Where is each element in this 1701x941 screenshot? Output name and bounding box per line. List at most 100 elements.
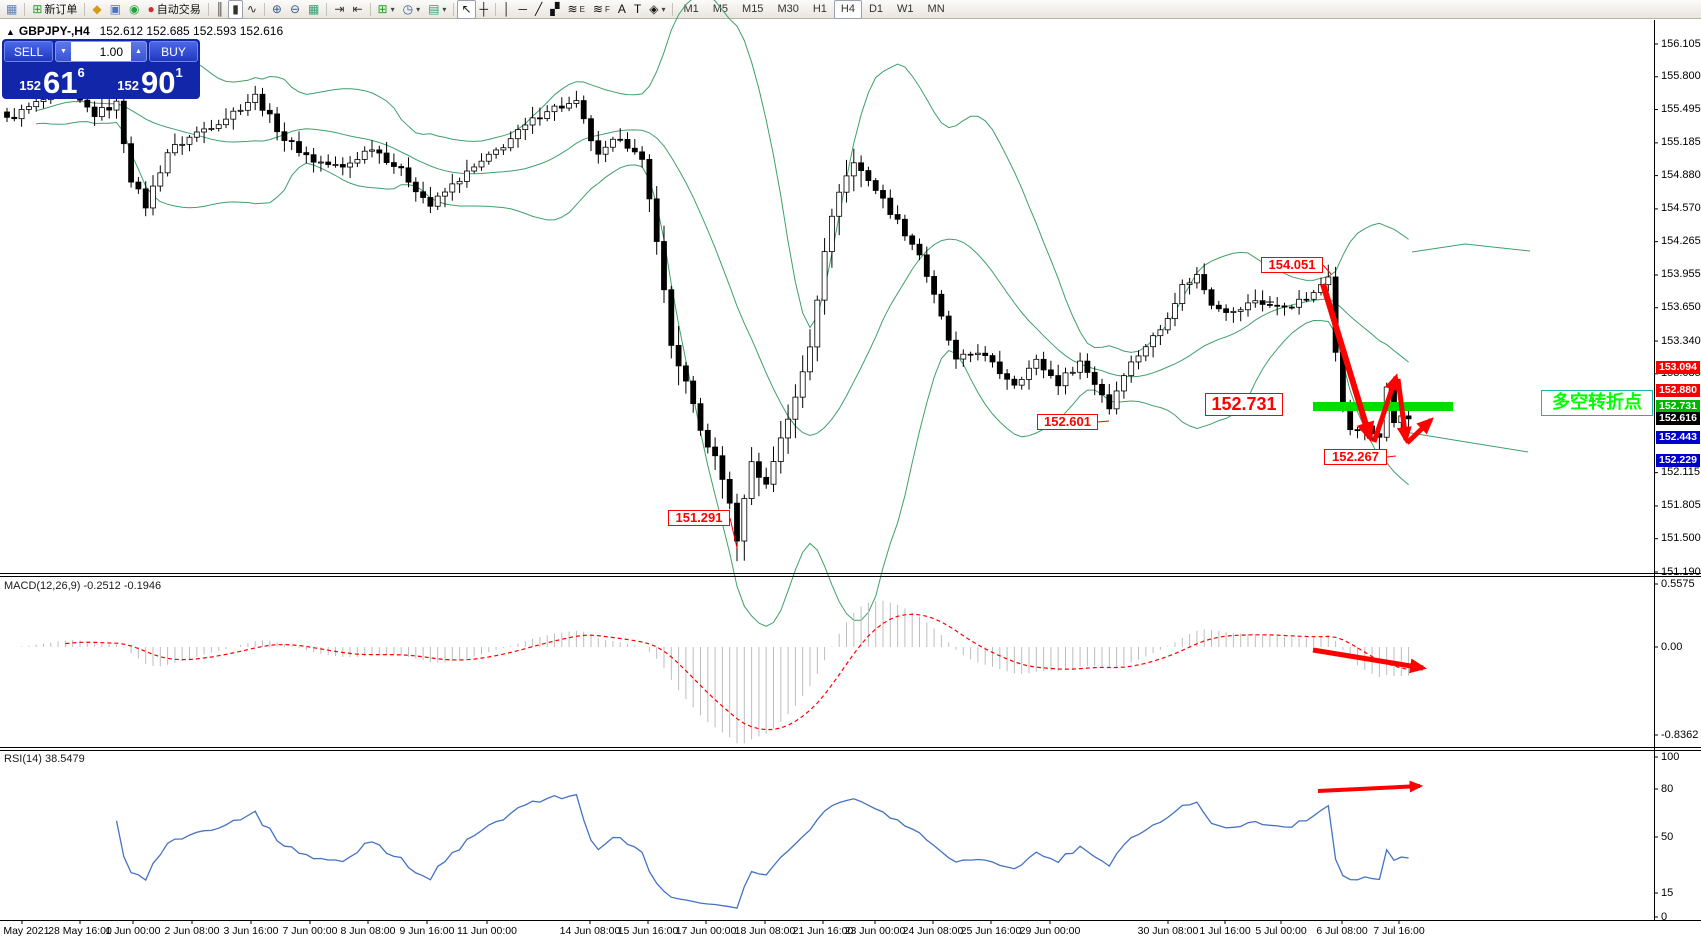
timeframe-d1[interactable]: D1	[868, 3, 884, 15]
candle-body	[836, 191, 843, 217]
vertical-line-icon[interactable]: │	[499, 0, 515, 19]
candle-body	[478, 160, 485, 168]
sell-price[interactable]: 152 61 6	[4, 64, 100, 98]
price-tag-152.731: 152.731	[1656, 399, 1700, 413]
price-callout-151.291[interactable]: 151.291	[668, 510, 730, 526]
text-label-icon[interactable]: T	[630, 0, 645, 19]
timeframe-m15[interactable]: M15	[742, 3, 764, 15]
crosshair-icon[interactable]: ┼	[476, 0, 493, 19]
price-axis-label: 151.500	[1661, 532, 1701, 545]
candlestick-chart-icon[interactable]: ▮	[228, 0, 243, 19]
candle-body	[471, 166, 478, 172]
arrows-menu-button[interactable]: ◈ ▾	[645, 0, 669, 19]
timeframe-h4[interactable]: H4	[833, 0, 862, 19]
trend-arrow-3[interactable]	[1405, 417, 1434, 445]
candle-body	[405, 167, 412, 183]
candle-body	[967, 353, 974, 356]
candle-body	[975, 352, 981, 355]
toolbar-separator	[672, 2, 674, 16]
macd-axis-label: -0.8362	[1661, 728, 1699, 741]
new-order-button[interactable]: ⊞ 新订单	[28, 0, 81, 19]
sell-button[interactable]: SELL	[4, 41, 53, 62]
horizontal-line-icon: ─	[518, 2, 528, 16]
timeframe-h1[interactable]: H1	[812, 3, 827, 15]
candle-body	[237, 109, 244, 112]
equidistant-channel-icon[interactable]: ▞	[546, 0, 563, 19]
rsi-trend-arrow[interactable]	[1317, 780, 1424, 793]
candle-body	[361, 150, 368, 160]
periods-button-dropdown-icon[interactable]: ▾	[416, 4, 421, 14]
candle-body	[354, 159, 361, 164]
price-callout-152.731[interactable]: 152.731	[1205, 393, 1283, 416]
candle-body	[573, 100, 580, 104]
candle-body	[675, 345, 682, 367]
fibonacci-retracement-icon[interactable]: ≋ E	[564, 0, 589, 19]
candle-body	[909, 235, 916, 245]
trend-arrow-2[interactable]	[1395, 378, 1412, 444]
price-axis-label: 154.265	[1661, 235, 1701, 248]
volume-increase-button[interactable]: ▲	[131, 42, 146, 61]
new-chart-icon[interactable]: ▦	[2, 0, 21, 19]
price-tag-153.094: 153.094	[1656, 360, 1700, 374]
candle-body	[785, 418, 791, 439]
signals-icon[interactable]: ◉	[125, 0, 143, 19]
trendline-icon[interactable]: ╱	[531, 0, 546, 19]
trend-arrow-0[interactable]	[1320, 283, 1375, 443]
add-indicator-button[interactable]: ⊞ ▾	[374, 0, 399, 19]
chart-profile-icon[interactable]: ▣	[106, 0, 125, 19]
turning-point-highlight-bar[interactable]	[1313, 402, 1453, 411]
timeframe-w1[interactable]: W1	[897, 3, 914, 15]
candle-body	[865, 170, 872, 181]
candle-body	[1150, 335, 1156, 348]
templates-button-dropdown-icon[interactable]: ▾	[442, 4, 447, 14]
toolbar-separator	[84, 2, 86, 16]
text-icon[interactable]: A	[614, 0, 630, 19]
candle-body	[1208, 289, 1215, 306]
line-chart-icon[interactable]: ∿	[243, 0, 261, 19]
add-indicator-button-dropdown-icon[interactable]: ▾	[390, 4, 395, 14]
buy-button[interactable]: BUY	[149, 41, 198, 62]
timeframe-m1[interactable]: M1	[683, 3, 699, 15]
candle-body	[843, 175, 850, 193]
fibonacci-expansion-icon[interactable]: ≋ F	[589, 0, 614, 19]
candle-body	[996, 361, 1003, 375]
auto-scroll-icon[interactable]: ⇥	[330, 0, 348, 19]
candle-body	[106, 107, 113, 111]
candle-body	[1040, 358, 1047, 371]
price-callout-152.267[interactable]: 152.267	[1324, 449, 1387, 465]
timeframe-m30[interactable]: M30	[777, 3, 799, 15]
horizontal-line-icon[interactable]: ─	[515, 0, 532, 19]
zoom-in-icon[interactable]: ⊕	[268, 0, 286, 19]
time-axis-label: 1 Jun 00:00	[105, 925, 161, 937]
volume-decrease-button[interactable]: ▼	[56, 42, 71, 61]
styles-bucket-icon[interactable]: ◆	[88, 0, 105, 19]
zoom-out-icon[interactable]: ⊖	[286, 0, 304, 19]
candle-body	[624, 139, 631, 149]
volume-value[interactable]: 1.00	[99, 44, 123, 59]
candle-body	[281, 131, 288, 141]
candle-body	[777, 437, 784, 462]
timeframe-mn[interactable]: MN	[927, 3, 945, 15]
candle-body	[332, 164, 339, 166]
arrows-menu-button-dropdown-icon[interactable]: ▾	[661, 4, 666, 14]
periods-button[interactable]: ◷ ▾	[399, 0, 425, 19]
cursor-icon[interactable]: ↖	[457, 0, 476, 19]
price-callout-154.051[interactable]: 154.051	[1261, 257, 1323, 273]
buy-price[interactable]: 152 90 1	[102, 64, 198, 98]
macd-trend-arrow[interactable]	[1312, 647, 1427, 674]
one-click-collapse-icon[interactable]: ▲	[6, 27, 15, 37]
turning-point-annotation[interactable]: 多空转折点	[1541, 390, 1653, 416]
candle-body	[880, 190, 886, 199]
templates-button[interactable]: ▤ ▾	[424, 0, 450, 19]
candle-body	[1237, 309, 1244, 312]
autotrading-button[interactable]: ● 自动交易	[143, 0, 204, 19]
candle-body	[33, 101, 40, 108]
trend-arrow-1[interactable]	[1371, 373, 1399, 443]
price-callout-152.601[interactable]: 152.601	[1037, 414, 1098, 430]
zoom-out-icon: ⊖	[289, 2, 301, 16]
band-tail-0	[1411, 243, 1531, 253]
tile-windows-icon[interactable]: ▦	[304, 0, 323, 19]
bar-chart-icon[interactable]: ║	[212, 0, 229, 19]
chart-shift-icon[interactable]: ⇤	[348, 0, 366, 19]
